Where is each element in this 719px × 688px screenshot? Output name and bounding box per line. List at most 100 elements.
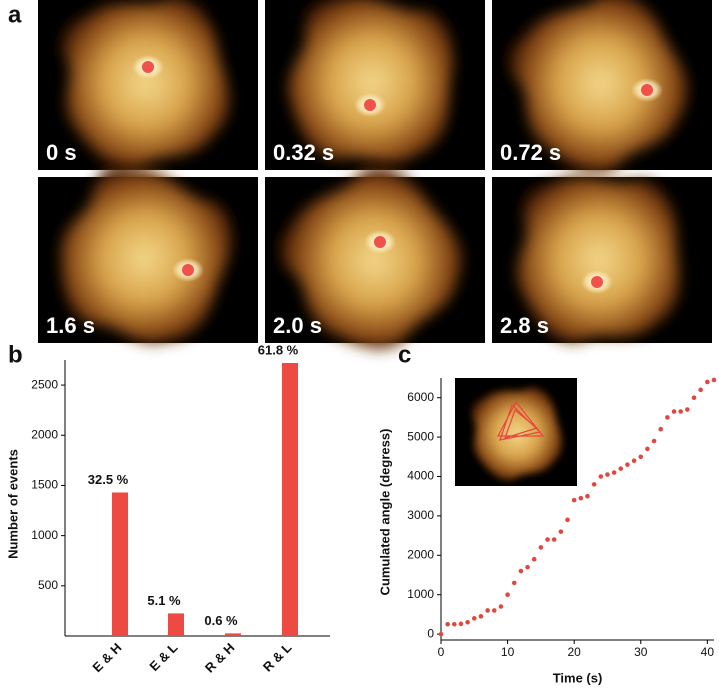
data-point [571,497,577,503]
afm-frame: 2.0 s [262,147,487,374]
data-point [538,545,544,550]
time-label: 0.72 s [500,140,561,165]
panel-label: b [8,341,23,368]
data-point [531,556,537,562]
tracked-position [591,276,603,288]
molecule [471,387,562,480]
panel-label: c [398,341,411,368]
data-point [485,608,490,613]
data-point [498,604,504,609]
data-point [511,580,517,586]
panel-label: a [8,1,22,28]
data-point [598,474,604,479]
data-point [518,568,524,574]
x-tick-label: 40 [701,645,715,659]
data-point [491,608,497,613]
data-point [525,564,530,570]
data-point [658,426,664,432]
x-tick-label: R & H [202,640,238,676]
tracked-position [142,61,154,73]
bar-chart: 500 1000 1500 2000 2500 Number of events 32.5 … [5,342,330,676]
data-point [651,438,657,444]
percent-label: 0.6 % [204,613,238,628]
data-point [691,395,697,400]
data-point [471,616,477,621]
x-tick-label: E & L [146,640,180,674]
tracked-position [641,84,653,96]
data-point [438,631,444,637]
y-tick-label: 3000 [407,508,434,522]
x-tick-label: 20 [567,645,581,659]
bar [225,633,241,636]
y-tick-label: 6000 [407,390,434,404]
y-tick-label: 1000 [407,587,434,601]
time-label: 1.6 s [46,313,95,338]
x-tick-label: E & H [89,640,124,675]
data-point [465,619,470,625]
data-point [685,407,690,412]
data-point [705,379,710,385]
data-point [711,377,717,383]
x-tick-label: 0 [438,645,445,659]
data-point [565,517,570,523]
data-point [671,409,677,414]
data-point [578,495,584,501]
bar [112,492,128,636]
data-point [638,454,644,460]
y-tick-label: 1000 [31,528,58,542]
y-tick-label: 2000 [31,427,58,441]
data-point [698,387,703,393]
data-point [625,462,630,467]
scatter-chart: 0 1000 2000 3000 4000 5000 6000 0 10 20 30 40 Time (… [377,377,717,685]
y-tick-label: 1500 [31,478,58,492]
data-point [551,537,557,542]
data-point [585,493,590,499]
afm-frame: 0.32 s [263,0,485,192]
y-tick-label: 4000 [407,469,434,483]
data-point [631,458,637,464]
data-point [445,621,450,627]
afm-frame: 0 s [38,0,258,170]
time-label: 0.32 s [273,140,334,165]
afm-frame: 0.72 s [492,0,712,189]
data-point [611,470,617,475]
data-point [505,592,510,597]
y-tick-label: 2000 [407,547,434,561]
afm-frame: 2.8 s [492,160,712,359]
data-point [645,446,650,452]
time-label: 2.0 s [273,313,322,338]
data-point [545,537,550,542]
data-point [591,482,597,487]
data-point [458,621,464,627]
x-axis-title: Time (s) [553,670,603,685]
percent-label: 32.5 % [88,472,129,487]
tracked-position [182,264,194,276]
image-grid: 0 s 0.32 s 0.72 s 1.6 s 2.0 s 2.8 s [26,0,712,377]
y-tick-label: 0 [427,626,434,640]
percent-label: 5.1 % [147,593,181,608]
bar [282,363,298,636]
data-point [452,621,457,627]
y-tick-label: 5000 [407,429,434,443]
bar [168,613,184,636]
time-label: 2.8 s [500,313,549,338]
x-tick-label: 10 [501,645,515,659]
tracked-position [364,99,376,111]
percent-label: 61.8 % [258,342,299,357]
trajectory [497,400,545,441]
data-point [678,409,684,414]
tracked-position [374,236,386,248]
data-point [665,415,670,420]
afm-frame: 1.6 s [26,139,263,377]
time-label: 0 s [46,140,77,165]
y-axis-title: Cumulated angle (degress) [377,429,392,596]
y-tick-label: 500 [38,578,58,592]
y-axis-title: Number of events [5,449,20,559]
data-point [558,529,564,534]
x-tick-label: 30 [634,645,648,659]
data-point [618,466,624,471]
y-tick-label: 2500 [31,377,58,391]
x-tick-label: R & L [260,640,295,675]
data-point [478,614,484,619]
